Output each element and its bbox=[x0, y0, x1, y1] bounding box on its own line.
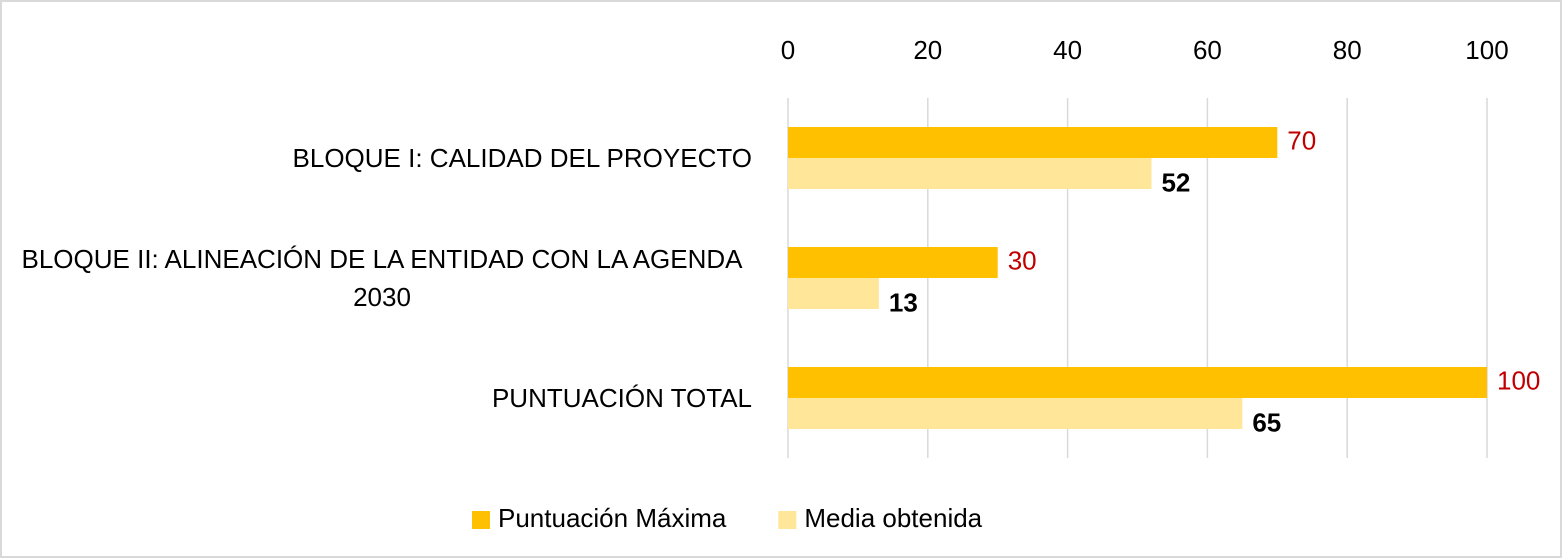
bar bbox=[788, 247, 998, 278]
bar bbox=[788, 158, 1152, 189]
legend-swatch bbox=[472, 511, 490, 529]
legend-label: Media obtenida bbox=[804, 503, 982, 533]
bar bbox=[788, 398, 1243, 429]
x-tick-label: 0 bbox=[781, 35, 795, 65]
legend-swatch bbox=[778, 511, 797, 529]
x-tick-label: 20 bbox=[913, 35, 942, 65]
category-label: PUNTUACIÓN TOTAL bbox=[491, 383, 752, 413]
value-label: 70 bbox=[1287, 125, 1316, 155]
value-label: 13 bbox=[889, 287, 918, 317]
bar bbox=[788, 127, 1278, 158]
value-label: 65 bbox=[1252, 407, 1281, 437]
x-tick-label: 100 bbox=[1465, 35, 1508, 65]
x-tick-label: 80 bbox=[1333, 35, 1362, 65]
category-label: BLOQUE II: ALINEACIÓN DE LA ENTIDAD CON … bbox=[21, 244, 743, 312]
x-tick-label: 40 bbox=[1053, 35, 1082, 65]
bar bbox=[788, 367, 1487, 398]
category-label: BLOQUE I: CALIDAD DEL PROYECTO bbox=[292, 143, 752, 173]
value-label: 52 bbox=[1161, 167, 1190, 197]
bar bbox=[788, 278, 879, 309]
value-label: 30 bbox=[1008, 245, 1037, 275]
legend-label: Puntuación Máxima bbox=[498, 503, 727, 533]
value-label: 100 bbox=[1497, 365, 1540, 395]
x-tick-label: 60 bbox=[1193, 35, 1222, 65]
